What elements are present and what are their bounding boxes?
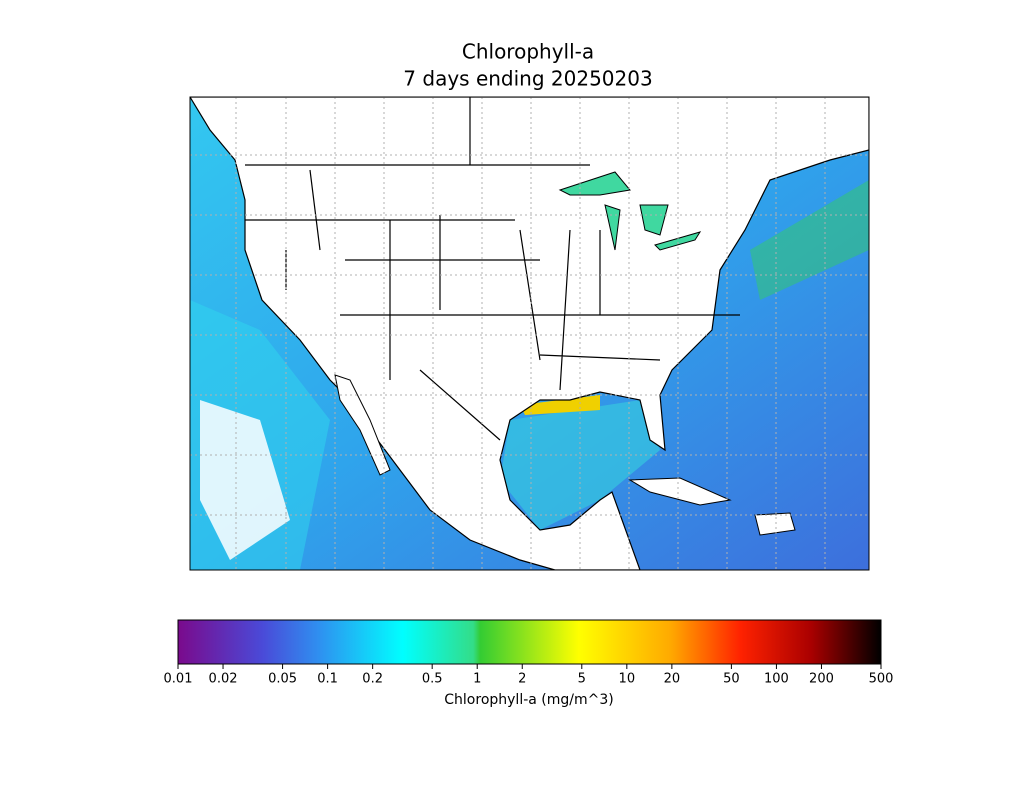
colorbar-tick-label: 1 — [473, 672, 481, 687]
cloud-gap — [200, 400, 290, 560]
colorbar-tick-label: 200 — [809, 672, 834, 687]
gulf — [500, 400, 660, 530]
coastal-bloom — [520, 395, 600, 415]
lake-huron — [639, 204, 669, 236]
colorbar-tick-label: 0.05 — [268, 672, 297, 687]
map — [190, 97, 869, 570]
colorbar-tick-label: 100 — [764, 672, 789, 687]
lake-michigan — [604, 204, 621, 251]
baja — [334, 374, 391, 476]
colorbar-tick-label: 0.5 — [422, 672, 443, 687]
state-borders — [245, 97, 740, 441]
map-title: Chlorophyll-a — [462, 40, 594, 64]
lake-erie — [654, 231, 702, 251]
colorbar-tick-label: 2 — [518, 672, 526, 687]
colorbar-tick-label: 10 — [619, 672, 636, 687]
hispaniola — [754, 512, 796, 536]
ocean-patch — [750, 180, 869, 300]
colorbar-tick-label: 0.02 — [209, 672, 238, 687]
graticule — [190, 97, 869, 570]
colorbar — [177, 619, 882, 665]
colorbar-tick-label: 5 — [578, 672, 586, 687]
colorbar-tick-label: 0.1 — [317, 672, 338, 687]
colorbar-tick-label: 0.01 — [164, 672, 193, 687]
map-subtitle: 7 days ending 20250203 — [403, 67, 652, 91]
land — [190, 97, 869, 570]
lake-superior — [558, 171, 631, 196]
colorbar-tick-label: 500 — [869, 672, 894, 687]
colorbar-tick-label: 20 — [664, 672, 681, 687]
colorbar-tick-label: 0.2 — [362, 672, 383, 687]
colorbar-label: Chlorophyll-a (mg/m^3) — [444, 692, 613, 708]
colorbar-tick-label: 50 — [723, 672, 740, 687]
map-frame — [189, 96, 870, 571]
cuba — [628, 477, 732, 506]
